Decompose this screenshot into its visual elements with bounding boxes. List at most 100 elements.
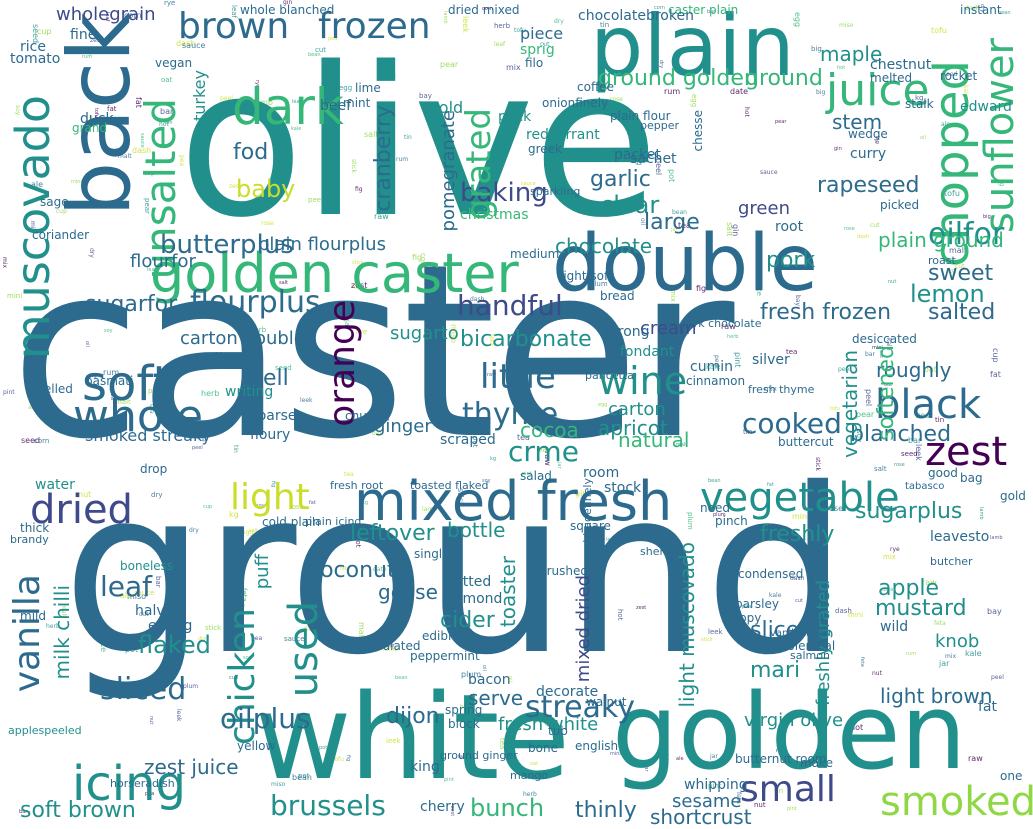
filler-word: leaf bbox=[606, 537, 616, 543]
filler-word: tofu bbox=[931, 26, 947, 35]
filler-word: feta bbox=[859, 657, 865, 667]
filler-word: hot bbox=[159, 121, 169, 128]
filler-word: seed bbox=[275, 364, 292, 372]
word-toasted-flaked: toasted flaked bbox=[410, 479, 489, 492]
word-room: room bbox=[583, 465, 620, 481]
filler-word: big bbox=[983, 214, 991, 220]
word-flaked: flaked bbox=[138, 631, 211, 659]
filler-word: salt bbox=[874, 465, 887, 473]
filler-word: oat bbox=[545, 722, 554, 728]
filler-word: dash bbox=[470, 296, 485, 303]
word-cocoa: cocoa bbox=[520, 418, 579, 442]
filler-word: fig bbox=[355, 186, 363, 193]
word-fine: fine bbox=[70, 27, 97, 43]
word-granulated: granulated bbox=[355, 639, 421, 653]
filler-word: cut bbox=[139, 611, 149, 618]
word-shelled: shelled bbox=[30, 382, 73, 396]
filler-word: egg bbox=[793, 12, 802, 28]
filler-word: dash bbox=[857, 234, 870, 240]
word-natural: natural bbox=[618, 428, 690, 452]
filler-word: fig bbox=[83, 46, 94, 55]
word-floury: floury bbox=[250, 427, 291, 443]
word-medium: medium bbox=[510, 247, 560, 261]
filler-word: pea bbox=[145, 791, 155, 797]
word-ground: ground bbox=[62, 439, 849, 705]
filler-word: fat bbox=[458, 754, 465, 760]
filler-word: bay bbox=[794, 295, 801, 307]
filler-word: rose bbox=[261, 220, 274, 227]
filler-word: kale bbox=[291, 126, 302, 132]
word-black: black bbox=[875, 382, 982, 428]
filler-word: salt bbox=[279, 280, 289, 286]
filler-word: date bbox=[882, 587, 894, 593]
word-salted: salted bbox=[928, 300, 996, 325]
filler-word: bar bbox=[908, 436, 922, 445]
filler-word: malt bbox=[60, 604, 67, 618]
word-peppermint: peppermint bbox=[410, 649, 480, 663]
filler-word: pot bbox=[298, 772, 310, 780]
filler-word: tea bbox=[344, 471, 354, 478]
word-double: double bbox=[552, 219, 818, 309]
filler-word: soy bbox=[855, 430, 863, 443]
word-blanched: blanched bbox=[850, 422, 952, 447]
word-juice: juice bbox=[826, 65, 930, 116]
filler-word: lamb bbox=[383, 646, 398, 653]
word-ground-2: ground bbox=[745, 66, 823, 91]
word-oilfor: oilfor bbox=[928, 217, 1005, 252]
filler-word: hot bbox=[850, 723, 864, 732]
word-slice: slice bbox=[750, 618, 800, 643]
word-edible: edible bbox=[422, 629, 459, 643]
word-mint: mint bbox=[343, 96, 371, 110]
word-butterplus: butterplus bbox=[160, 230, 294, 260]
filler-word: pear bbox=[775, 119, 787, 125]
word-vanilla: vanilla bbox=[7, 574, 48, 693]
filler-word: pot bbox=[489, 647, 499, 654]
word-ground-ginger: ground ginger bbox=[440, 749, 518, 762]
filler-word: tea bbox=[517, 433, 530, 442]
filler-word: bar bbox=[19, 809, 28, 815]
word-little: little bbox=[480, 357, 556, 397]
word-cinnamon: cinnamon bbox=[686, 374, 746, 388]
filler-word: seed bbox=[209, 199, 224, 206]
filler-word: raw bbox=[374, 212, 389, 221]
filler-word: oil bbox=[481, 665, 487, 671]
filler-word: pint bbox=[787, 806, 797, 812]
filler-word: zest bbox=[351, 281, 368, 290]
filler-word: pint bbox=[444, 777, 454, 783]
filler-word: salt bbox=[725, 222, 734, 237]
word-sugarto: sugarto bbox=[390, 323, 459, 344]
filler-word: rum bbox=[82, 54, 93, 60]
word-bone: bone bbox=[528, 741, 558, 755]
filler-word: miso bbox=[582, 627, 602, 636]
filler-word: rum bbox=[906, 651, 917, 657]
filler-word: feta bbox=[934, 620, 946, 627]
word-goose: goose bbox=[378, 580, 438, 604]
filler-word: rose bbox=[610, 96, 623, 103]
word-dark-chocolate: dark chocolate bbox=[680, 317, 762, 330]
filler-word: pea bbox=[328, 36, 338, 42]
filler-word: bean bbox=[998, 10, 1011, 16]
word-light-muscovado: light muscovado bbox=[675, 542, 699, 708]
word-plain: plain bbox=[590, 0, 795, 95]
filler-word: peel bbox=[220, 95, 233, 102]
filler-word: ale bbox=[676, 756, 684, 762]
filler-word: miso bbox=[589, 624, 597, 641]
word-cold: cold bbox=[430, 98, 464, 117]
filler-word: nut bbox=[872, 670, 882, 677]
filler-word: jar bbox=[556, 462, 562, 469]
filler-word: salt bbox=[364, 130, 379, 139]
word-dark: dark bbox=[232, 78, 344, 136]
word-caster-plain: caster plain bbox=[668, 3, 739, 17]
word-bunch: bunch bbox=[470, 794, 545, 822]
filler-word: peel bbox=[192, 445, 203, 451]
word-pancetta: pancetta bbox=[585, 369, 634, 382]
filler-word: rose bbox=[289, 503, 304, 511]
filler-word: mini bbox=[848, 611, 864, 619]
filler-word: lamb bbox=[253, 98, 273, 107]
filler-word: mini bbox=[663, 749, 669, 760]
word-piece: piece bbox=[520, 24, 564, 43]
word-sherry: sherry bbox=[640, 545, 675, 558]
word-mini: mini bbox=[746, 633, 772, 647]
filler-word: raw bbox=[487, 372, 497, 378]
filler-word: kale bbox=[885, 338, 892, 351]
